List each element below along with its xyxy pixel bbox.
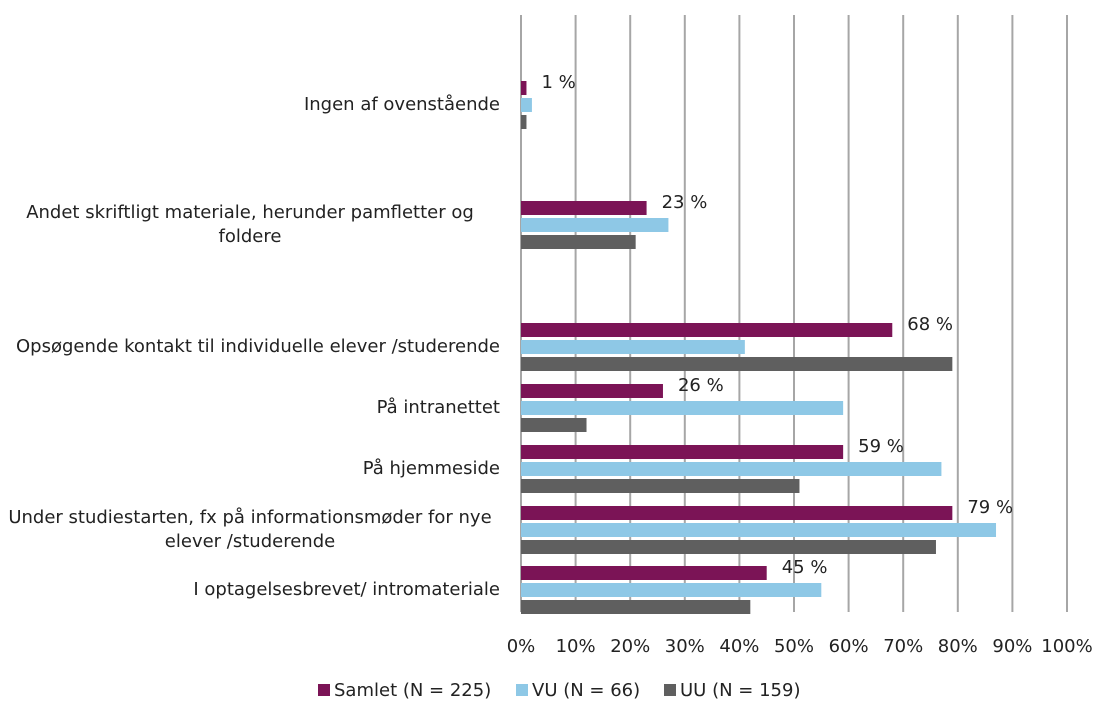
y-tick-label: Opsøgende kontakt til individuelle eleve… (16, 336, 500, 357)
bar (521, 523, 997, 537)
bar (521, 506, 953, 520)
bar (521, 218, 669, 232)
data-label: 68 % (907, 314, 953, 335)
x-tick-label: 50% (774, 636, 814, 657)
legend-swatch (318, 684, 330, 696)
category-label-box: Ingen af ovenstående (0, 93, 500, 117)
category-label-box: Andet skriftligt materiale, herunder pam… (0, 201, 500, 249)
bar (521, 323, 893, 337)
bar (521, 81, 527, 95)
x-tick-label: 60% (829, 636, 869, 657)
data-label: 45 % (782, 557, 828, 578)
bar (521, 384, 663, 398)
x-tick-label: 80% (938, 636, 978, 657)
x-tick-label: 90% (992, 636, 1032, 657)
category-label-box: I optagelsesbrevet/ intromateriale (0, 578, 500, 602)
x-tick-label: 0% (507, 636, 536, 657)
data-label: 59 % (858, 436, 904, 457)
bar (521, 235, 636, 249)
bar (521, 401, 844, 415)
x-tick-label: 20% (610, 636, 650, 657)
bar (521, 445, 844, 459)
x-tick-label: 40% (719, 636, 759, 657)
bar (521, 479, 800, 493)
bar (521, 566, 767, 580)
bar (521, 462, 942, 476)
legend-label: Samlet (N = 225) (334, 680, 491, 701)
bar (521, 340, 745, 354)
data-label: 1 % (541, 72, 575, 93)
legend-label: UU (N = 159) (680, 680, 800, 701)
legend-swatch (664, 684, 676, 696)
y-tick-label: Ingen af ovenstående (303, 94, 500, 115)
y-tick-label: På intranettet (376, 397, 500, 418)
x-tick-label: 30% (665, 636, 705, 657)
category-label-box: Opsøgende kontakt til individuelle eleve… (0, 335, 500, 359)
legend-swatch (516, 684, 528, 696)
bar (521, 600, 751, 614)
y-tick-label: Andet skriftligt materiale, herunder pam… (26, 202, 474, 247)
data-label: 23 % (662, 192, 708, 213)
bar (521, 115, 527, 129)
data-label: 26 % (678, 375, 724, 396)
legend-label: VU (N = 66) (532, 680, 640, 701)
x-tick-label: 70% (883, 636, 923, 657)
y-tick-label: På hjemmeside (362, 458, 500, 479)
data-label: 79 % (967, 497, 1013, 518)
y-tick-label: I optagelsesbrevet/ intromateriale (193, 579, 500, 600)
bar (521, 201, 647, 215)
x-tick-label: 10% (556, 636, 596, 657)
category-label-box: Under studiestarten, fx på informationsm… (0, 506, 500, 554)
bar (521, 583, 822, 597)
bar (521, 418, 587, 432)
x-tick-label: 100% (1041, 636, 1092, 657)
category-label-box: På hjemmeside (0, 457, 500, 481)
bar (521, 357, 953, 371)
bar (521, 98, 532, 112)
y-tick-label: Under studiestarten, fx på informationsm… (8, 507, 492, 552)
bar (521, 540, 936, 554)
category-label-box: På intranettet (0, 396, 500, 420)
